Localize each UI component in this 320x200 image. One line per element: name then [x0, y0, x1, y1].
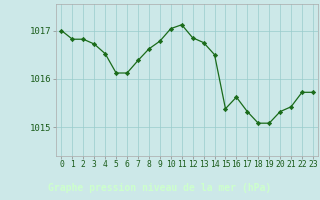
Text: Graphe pression niveau de la mer (hPa): Graphe pression niveau de la mer (hPa) [48, 183, 272, 193]
